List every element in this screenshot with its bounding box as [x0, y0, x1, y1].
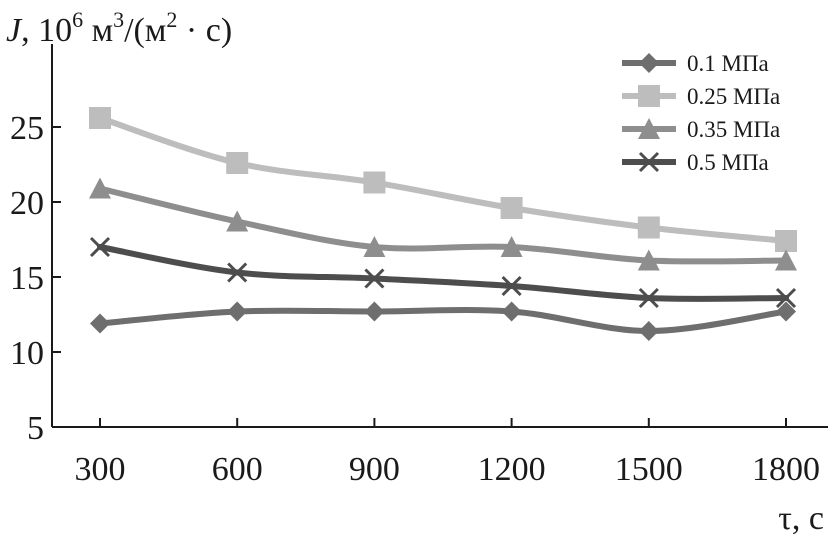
- data-point-cross: [501, 275, 522, 297]
- x-tick-label: 1200: [478, 451, 546, 488]
- x-tick-label: 600: [212, 451, 263, 488]
- data-point-cross: [89, 236, 111, 258]
- series-layer: [89, 107, 797, 341]
- data-point-cross: [775, 287, 797, 309]
- data-point-triangle: [363, 236, 386, 257]
- y-axis-exponent: 6: [72, 7, 84, 32]
- cross-stroke: [775, 287, 797, 309]
- y-tick-label: 15: [10, 260, 44, 297]
- series-line: [97, 244, 789, 302]
- series-1: [89, 107, 797, 252]
- series-line: [97, 185, 789, 265]
- x-tick-label: 300: [75, 451, 126, 488]
- y-tick-label: 20: [10, 185, 44, 222]
- data-point-square: [89, 107, 111, 129]
- data-point-diamond: [227, 301, 248, 322]
- cross-stroke: [89, 236, 111, 258]
- data-point-cross: [638, 287, 659, 309]
- data-point-diamond: [364, 301, 385, 322]
- legend-label: 0.1 МПа: [687, 51, 769, 76]
- data-point-square: [500, 197, 523, 219]
- y-tick-label: 5: [27, 410, 44, 447]
- cross-stroke: [227, 262, 248, 283]
- y-tick-label: 25: [10, 110, 44, 147]
- x-axis-label: τ, с: [778, 500, 824, 537]
- cross-stroke: [364, 268, 385, 289]
- y-axis-exponent: 2: [166, 7, 178, 32]
- series-line: [97, 115, 789, 244]
- y-axis-unit-part: м: [83, 12, 114, 49]
- series-line: [97, 307, 789, 335]
- legend-entry: 0.1 МПа: [622, 51, 769, 76]
- legend-entry: 0.35 МПа: [622, 117, 780, 142]
- y-axis-symbol: J: [6, 12, 22, 49]
- x-tick-label: 1500: [615, 451, 683, 488]
- y-axis-unit-part: , 10: [21, 12, 73, 49]
- axes: 5 10 15 20 25 300 600 900 1200 1500 1800: [10, 44, 828, 488]
- y-tick-label: 10: [10, 335, 44, 372]
- data-point-cross: [364, 268, 385, 289]
- data-point-diamond: [638, 321, 659, 341]
- x-tick-label: 1800: [752, 451, 820, 488]
- data-point-triangle: [775, 249, 797, 271]
- data-point-diamond: [90, 313, 110, 334]
- legend-entry: 0.25 МПа: [622, 84, 780, 109]
- series-2: [89, 177, 797, 271]
- data-point-triangle: [637, 249, 660, 271]
- data-point-square: [226, 152, 249, 174]
- series-0: [90, 301, 796, 341]
- cross-stroke: [638, 287, 659, 309]
- y-axis-label: J, 106 м3/(м2 · с): [6, 9, 233, 50]
- data-point-square: [637, 216, 660, 239]
- y-axis-unit-part: /(м: [124, 12, 167, 49]
- legend-marker: [638, 85, 660, 107]
- legend-label: 0.5 МПа: [687, 150, 769, 175]
- x-tick-label: 900: [349, 451, 400, 488]
- data-point-triangle: [500, 236, 523, 257]
- legend: 0.1 МПа 0.25 МПа 0.35 МПа 0.5 МПа: [622, 51, 780, 175]
- legend-marker: [638, 151, 660, 173]
- series-3: [89, 236, 797, 309]
- data-point-triangle: [89, 177, 111, 199]
- cross-stroke: [638, 151, 660, 173]
- data-point-diamond: [776, 301, 796, 322]
- data-point-square: [363, 171, 386, 194]
- data-point-cross: [227, 262, 248, 283]
- legend-marker: [638, 118, 660, 139]
- y-axis-exponent: 3: [113, 7, 125, 32]
- legend-entry: 0.5 МПа: [622, 150, 769, 175]
- data-point-diamond: [501, 301, 522, 322]
- legend-label: 0.35 МПа: [687, 117, 780, 142]
- legend-marker: [639, 53, 659, 73]
- data-point-square: [775, 230, 797, 252]
- data-point-triangle: [226, 210, 249, 232]
- y-axis-unit-part: · с): [177, 12, 233, 49]
- cross-stroke: [501, 275, 522, 297]
- legend-label: 0.25 МПа: [687, 84, 780, 109]
